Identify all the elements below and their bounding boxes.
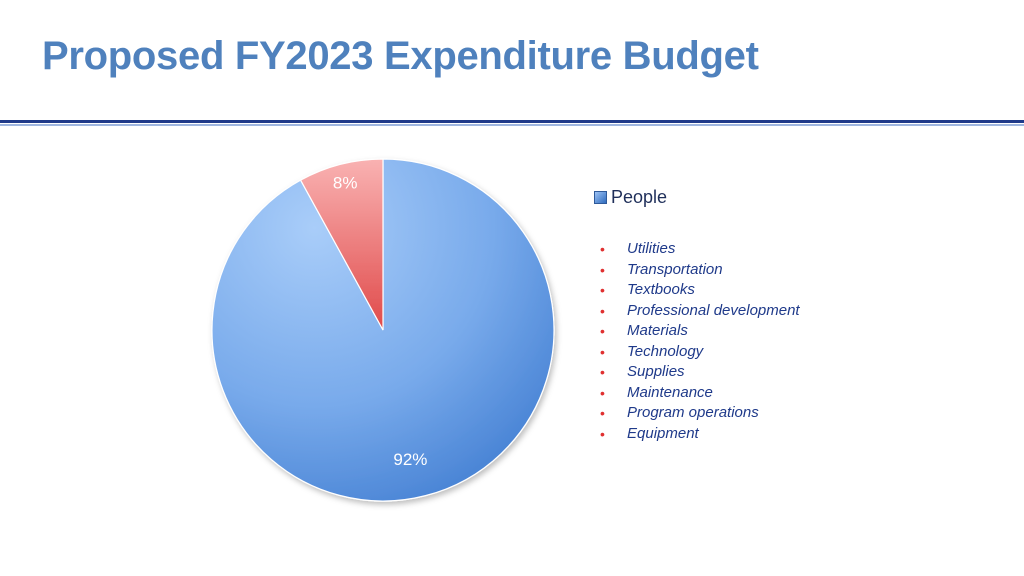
list-item: • Equipment (600, 424, 800, 445)
bullet-icon: • (600, 343, 605, 360)
list-item: • Materials (600, 321, 800, 342)
pie-chart: 92% 8% (211, 158, 555, 502)
bullet-icon: • (600, 302, 605, 319)
bullet-icon: • (600, 282, 605, 298)
bullet-icon: • (600, 323, 605, 339)
pie-slice-label: 8% (333, 174, 358, 193)
legend-swatch-people (594, 191, 607, 204)
pie-slice-other (299, 158, 384, 331)
list-item: • Textbooks (600, 280, 800, 301)
list-item: • Professional development (600, 301, 800, 322)
bullet-icon: • (600, 241, 605, 257)
list-item: • Supplies (600, 362, 800, 383)
list-item: • Technology (600, 342, 800, 363)
bullet-icon: • (600, 364, 605, 380)
title-divider (0, 120, 1024, 123)
bullet-icon: • (600, 384, 605, 401)
chart-legend: People (594, 187, 667, 208)
title-divider-shadow (0, 124, 1024, 126)
bullet-icon: • (600, 261, 605, 278)
bullet-icon: • (600, 405, 605, 421)
legend-label-people: People (611, 187, 668, 207)
list-item: • Program operations (600, 403, 800, 424)
list-item: • Maintenance (600, 383, 800, 404)
list-item: • Transportation (600, 260, 800, 281)
pie-slice-label: 92% (393, 450, 427, 469)
list-item: • Utilities (600, 239, 800, 260)
pie-slice-people (211, 158, 555, 502)
page-title: Proposed FY2023 Expenditure Budget (42, 34, 759, 78)
bullet-icon: • (600, 425, 605, 442)
other-expenditure-list: • Utilities • Transportation • Textbooks • P… (600, 239, 800, 444)
